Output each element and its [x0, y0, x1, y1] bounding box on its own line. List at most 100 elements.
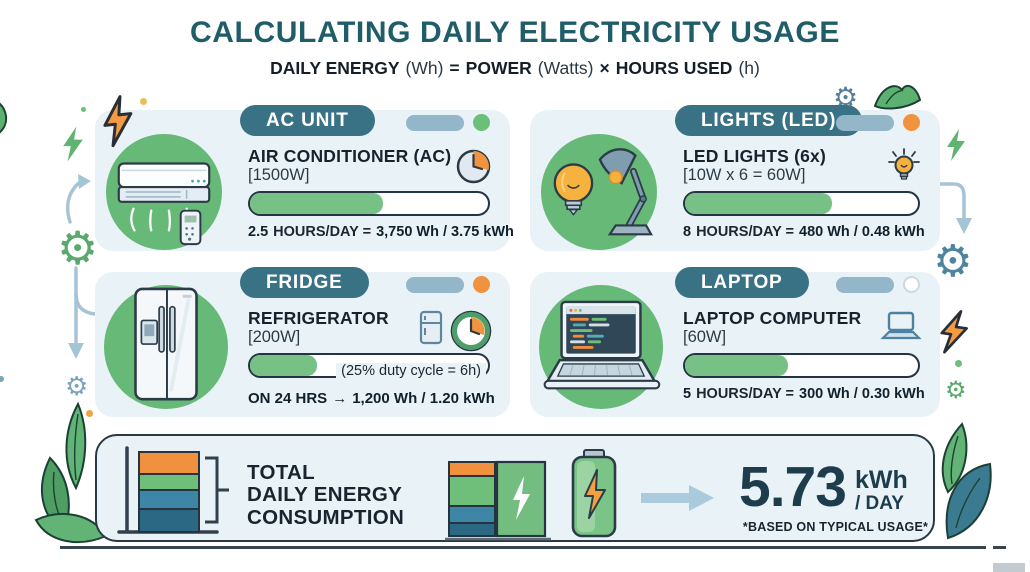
usage-line-lights: 8 HOURS/DAY = 480 Wh / 0.48 kWh [683, 224, 925, 241]
usage-label: HOURS/DAY = [696, 224, 794, 241]
ac-content: AIR CONDITIONER (AC) [1500W] 2.5 HOURS/D… [248, 146, 514, 241]
air-conditioner-icon [117, 162, 211, 246]
usage-line-fridge: ON 24 HRS → 1,200 Wh / 1.20 kWh [248, 390, 495, 408]
usage-label: HOURS/DAY = [696, 386, 794, 403]
total-label-line3: CONSUMPTION [247, 505, 405, 529]
usage-hours: 8 [683, 224, 692, 241]
spark-dot-green [81, 107, 86, 112]
appliance-wattage: [200W] [248, 328, 301, 347]
appliance-name: AIR CONDITIONER (AC) [248, 146, 452, 166]
appliance-wattage: [10W x 6 = 60W] [683, 166, 806, 185]
progress-fill-laptop [685, 355, 788, 377]
bulb-and-lamp-icon [553, 148, 653, 236]
total-label: TOTAL DAILY ENERGY CONSUMPTION [247, 461, 405, 529]
ground-line [60, 546, 986, 549]
indicator-fridge [406, 276, 490, 293]
curved-arrow-down-icon [938, 182, 972, 234]
curved-arrow-up-icon [66, 174, 91, 224]
total-label-line2: DAILY ENERGY [247, 483, 403, 507]
indicator-laptop [836, 276, 920, 293]
indicator-pill [836, 114, 894, 131]
card-lights-led: LIGHTS (LED) LED LIGHTS (6x) [530, 105, 940, 251]
usage-hours: 2.5 [248, 224, 269, 241]
total-kwh-number: 5.73 [739, 455, 847, 519]
spark-dot-blue [0, 376, 4, 382]
ground-line-dash [993, 546, 1006, 549]
spark-dot-orange [86, 410, 93, 417]
progress-fill-lights [685, 193, 832, 215]
progress-bar-ac [248, 191, 490, 217]
usage-line-laptop: 5 HOURS/DAY = 300 Wh / 0.30 kWh [683, 386, 925, 403]
laptop-mini-icon [880, 310, 922, 344]
formula-power: POWER [465, 58, 532, 78]
ac-illustration-circle [106, 134, 222, 250]
gear-blue-small-icon: ⚙ [65, 372, 89, 402]
lights-illustration-circle [541, 134, 657, 250]
total-units: kWh / DAY [855, 468, 908, 515]
lightning-bolt-green-icon [63, 126, 83, 162]
usage-hours: 5 [683, 386, 692, 403]
total-value: 5.73 kWh / DAY [739, 455, 908, 519]
card-ac-unit: AC UNIT AIR CONDITIONER (AC) [1500W] [95, 105, 514, 251]
usage-hours: ON 24 HRS [248, 390, 328, 408]
progress-fill-fridge [250, 355, 317, 377]
appliance-wattage: [60W] [683, 328, 727, 347]
usage-line-ac: 2.5 HOURS/DAY = 3,750 Wh / 3.75 kWh [248, 224, 514, 241]
progress-bar-lights [683, 191, 920, 217]
status-dot-white [903, 276, 920, 293]
duty-cycle-note: (25% duty cycle = 6h) [336, 363, 486, 380]
formula-line: DAILY ENERGY (Wh) = POWER (Watts) × HOUR… [0, 58, 1030, 79]
leaf-top-right-icon [873, 84, 922, 110]
formula-wh: (Wh) [405, 58, 444, 78]
fridge-content: REFRIGERATOR [200W] (25% duty cycle = 6h… [248, 308, 495, 408]
spark-dot-green [955, 360, 962, 367]
lightning-bolt-orange-icon [940, 310, 968, 354]
laptop-illustration-circle [539, 285, 663, 409]
laptop-content: LAPTOP COMPUTER [60W] 5 HOURS/DAY = 300 … [683, 308, 925, 403]
gear-green-small-icon: ⚙ [945, 376, 967, 404]
fridge-mini-icons [418, 310, 492, 352]
usage-energy: 1,200 Wh / 1.20 kWh [352, 390, 495, 408]
usage-energy: 480 Wh / 0.48 kWh [799, 224, 925, 241]
tag-ac-unit: AC UNIT [240, 105, 375, 136]
tag-lights-led: LIGHTS (LED) [675, 105, 863, 136]
lightning-bolt-orange-icon [103, 95, 133, 148]
gear-green-icon: ⚙ [57, 221, 99, 275]
formula-daily-energy: DAILY ENERGY [270, 58, 400, 78]
lights-content: LED LIGHTS (6x) [10W x 6 = 60W] 8 HOURS/… [683, 146, 925, 241]
formula-h: (h) [738, 58, 760, 78]
fridge-illustration-circle [104, 285, 228, 409]
battery-icon [571, 449, 617, 538]
total-unit-kwh: kWh [854, 466, 908, 494]
total-unit-day: / DAY [854, 493, 904, 514]
flow-arrow-down-icon [68, 266, 97, 359]
usage-label: HOURS/DAY = [273, 224, 372, 241]
formula-watts: (Watts) [537, 58, 594, 78]
lightning-bolt-green-icon [947, 129, 965, 161]
page-title: CALCULATING DAILY ELECTRICITY USAGE [190, 16, 840, 49]
appliance-name: REFRIGERATOR [248, 308, 389, 328]
card-laptop: LAPTOP LAPTOP C [530, 267, 940, 417]
status-dot-orange [903, 114, 920, 131]
leaves-bottom-left-icon [34, 401, 108, 543]
leaf-edge-left-icon [0, 102, 7, 134]
indicator-lights [836, 114, 920, 131]
arrow-right-icon: → [332, 390, 348, 408]
progress-bar-laptop [683, 353, 920, 379]
arrow-right-icon [641, 485, 714, 511]
formula-times: × [599, 58, 610, 78]
total-panel: TOTAL DAILY ENERGY CONSUMPTION 5.73 kWh [95, 434, 935, 542]
total-label-line1: TOTAL [247, 461, 315, 484]
tag-laptop: LAPTOP [675, 267, 809, 298]
duty-clock-icon [450, 310, 492, 352]
total-footnote: *BASED ON TYPICAL USAGE* [742, 520, 929, 534]
clock-icon [455, 148, 492, 185]
formula-hours-used: HOURS USED [615, 58, 733, 78]
stacked-bar-chart-icon [117, 446, 229, 534]
refrigerator-icon [134, 287, 198, 401]
usage-energy: 3,750 Wh / 3.75 kWh [376, 224, 514, 241]
appliance-name: LED LIGHTS (6x) [683, 146, 827, 166]
indicator-pill [406, 114, 464, 131]
gear-blue-icon: ⚙ [933, 236, 973, 287]
